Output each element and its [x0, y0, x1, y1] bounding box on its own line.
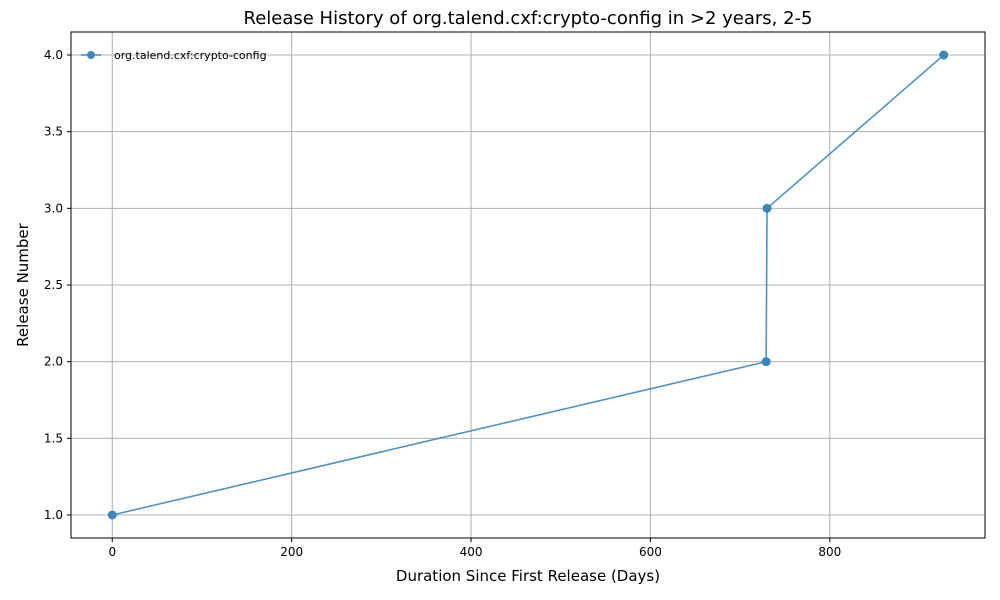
y-tick-label: 3.5: [44, 125, 63, 139]
y-tick-label: 1.5: [44, 431, 63, 445]
data-point: [762, 203, 772, 213]
chart-title: Release History of org.talend.cxf:crypto…: [244, 8, 813, 29]
data-point: [939, 50, 949, 60]
x-tick-label: 800: [818, 545, 841, 559]
data-point: [107, 510, 117, 520]
x-tick-label: 200: [280, 545, 303, 559]
series-line: [112, 54, 945, 516]
y-tick-label: 1.0: [44, 508, 63, 522]
grid: [71, 32, 985, 538]
x-tick-label: 0: [108, 545, 116, 559]
x-axis-label: Duration Since First Release (Days): [396, 567, 660, 585]
y-tick-label: 4.0: [44, 48, 63, 62]
ticks: 0 200 400 600 800 1.0 1.5 2.0 2.5 3.0 3.5 4.0: [44, 48, 841, 559]
legend-marker-swatch: [87, 51, 95, 59]
data-point: [761, 357, 771, 367]
x-tick-label: 600: [639, 545, 662, 559]
legend: org.talend.cxf:crypto-config: [81, 49, 267, 62]
y-axis-label: Release Number: [14, 222, 32, 346]
y-tick-label: 2.5: [44, 278, 63, 292]
y-tick-label: 2.0: [44, 355, 63, 369]
series-layer: [107, 50, 949, 520]
legend-label: org.talend.cxf:crypto-config: [114, 49, 267, 62]
y-tick-label: 3.0: [44, 201, 63, 215]
x-tick-label: 400: [460, 545, 483, 559]
